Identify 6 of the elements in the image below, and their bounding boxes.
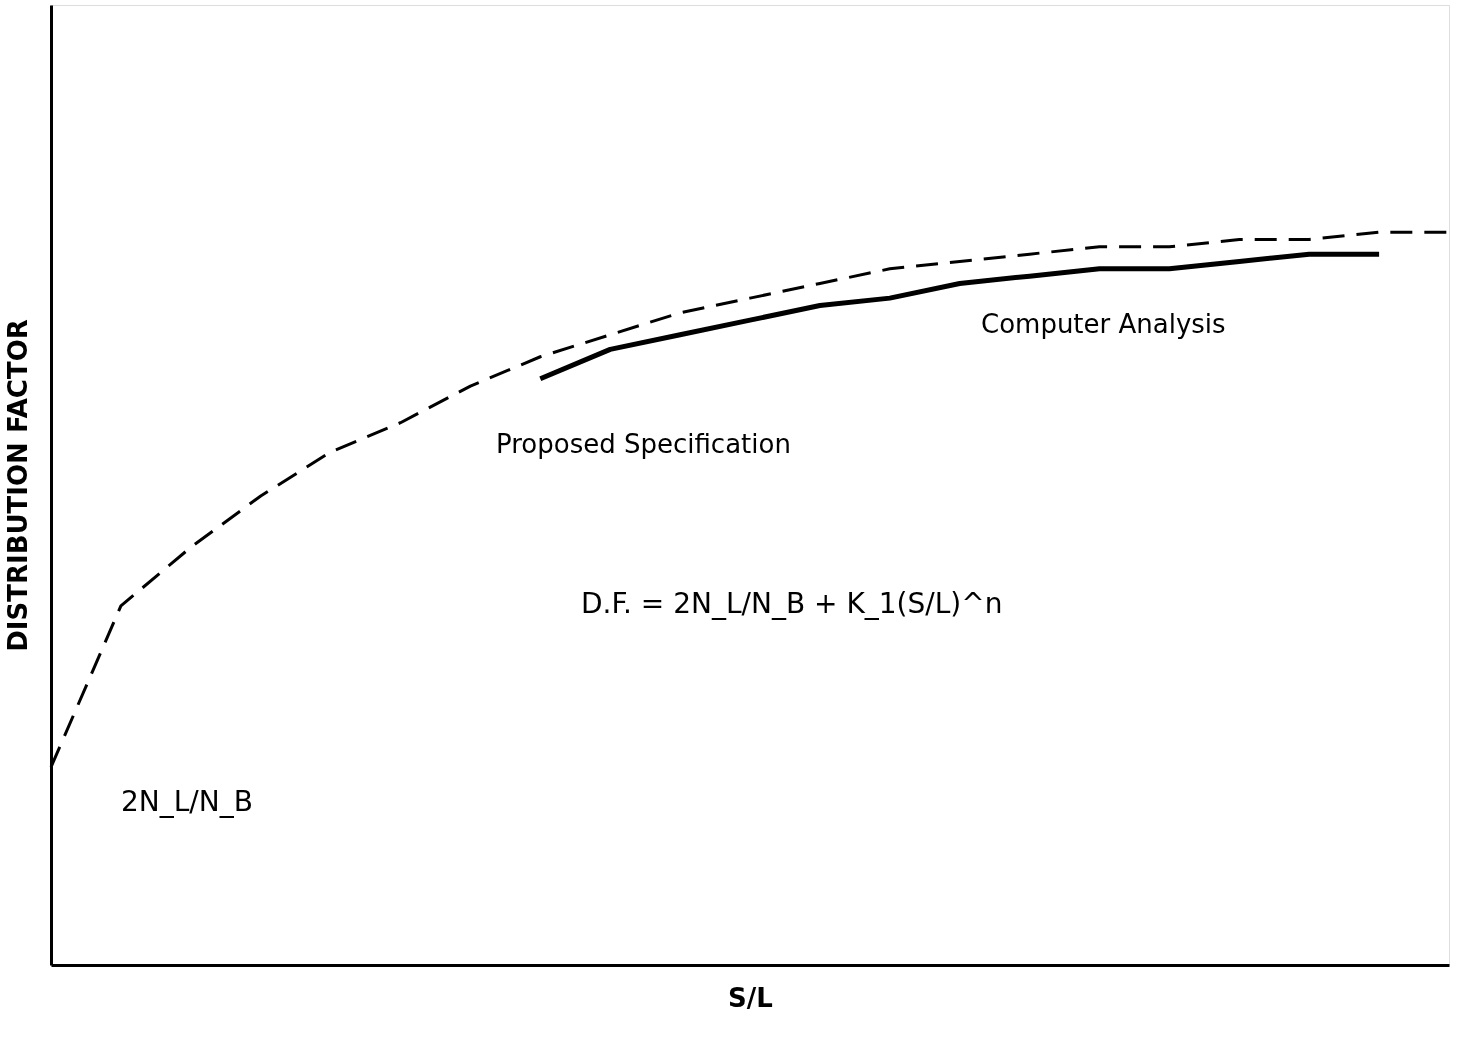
y-axis-title: DISTRIBUTION FACTOR	[2, 319, 33, 652]
annotation: D.F. = 2N_L/N_B + K_1(S/L)^n	[581, 587, 1003, 620]
series-label: Proposed Specification	[496, 429, 791, 459]
annotation: 2N_L/N_B	[121, 785, 253, 818]
series-label: Computer Analysis	[981, 309, 1226, 339]
x-axis-title: S/L	[728, 982, 773, 1013]
